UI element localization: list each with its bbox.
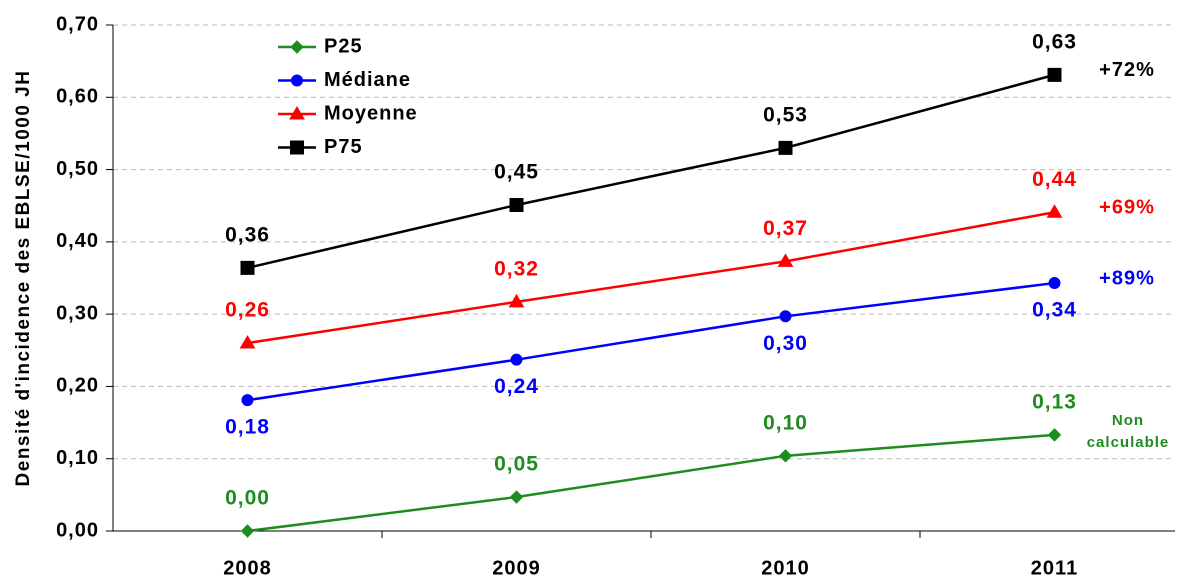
data-label: 0,44 <box>1032 168 1077 191</box>
series-line <box>247 210 1055 345</box>
data-label: 0,18 <box>225 416 270 439</box>
x-tick-label: 2011 <box>1031 557 1078 579</box>
data-label: 0,53 <box>763 103 808 126</box>
marker <box>778 449 793 463</box>
marker <box>777 253 794 267</box>
data-label: 0,45 <box>494 161 539 184</box>
marker <box>241 394 254 407</box>
y-tick-label: 0,20 <box>56 375 99 397</box>
legend-label: Médiane <box>324 69 411 91</box>
legend-label: P25 <box>324 35 363 57</box>
data-label: 0,63 <box>1032 30 1077 53</box>
annotation: calculable <box>1087 434 1170 451</box>
data-label: 0,30 <box>763 332 808 355</box>
data-label: 0,34 <box>1032 299 1077 322</box>
y-tick-label: 0,00 <box>56 519 99 541</box>
data-label: 0,00 <box>225 487 270 510</box>
annotation: +69% <box>1099 197 1155 219</box>
marker <box>291 74 303 87</box>
marker <box>778 140 793 155</box>
series-line <box>247 73 1055 270</box>
series-line <box>247 433 1055 533</box>
y-tick-label: 0,30 <box>56 302 99 324</box>
x-tick-label: 2010 <box>761 557 810 579</box>
y-tick-label: 0,50 <box>56 158 99 180</box>
marker <box>779 310 792 323</box>
y-tick-label: 0,70 <box>56 13 99 35</box>
legend-label: P75 <box>324 136 363 158</box>
annotation: +72% <box>1099 59 1155 81</box>
data-label: 0,37 <box>763 217 808 240</box>
x-tick-label: 2008 <box>223 557 272 579</box>
annotation: Non <box>1112 412 1144 429</box>
data-label: 0,24 <box>494 375 539 398</box>
marker <box>290 140 304 155</box>
marker <box>240 524 255 538</box>
data-label: 0,10 <box>763 411 808 434</box>
marker <box>508 293 525 308</box>
y-axis-label: Densité d'incidence des EBLSE/1000 JH <box>13 70 34 487</box>
data-label: 0,36 <box>225 223 270 246</box>
marker <box>1047 428 1062 442</box>
annotation: +89% <box>1099 267 1155 289</box>
marker <box>509 197 524 212</box>
data-label: 0,26 <box>225 299 270 322</box>
marker <box>1047 67 1062 82</box>
data-label: 0,05 <box>494 453 539 476</box>
marker <box>510 353 523 366</box>
marker <box>1048 277 1061 290</box>
y-tick-label: 0,60 <box>56 86 99 108</box>
marker <box>289 106 305 120</box>
marker <box>290 40 304 54</box>
legend-label: Moyenne <box>324 102 418 124</box>
data-label: 0,32 <box>494 257 539 280</box>
x-tick-label: 2009 <box>492 557 541 579</box>
y-tick-label: 0,10 <box>56 447 99 469</box>
y-tick-label: 0,40 <box>56 230 99 252</box>
marker <box>239 335 256 349</box>
marker <box>509 490 524 504</box>
series-line <box>247 281 1055 402</box>
data-label: 0,13 <box>1032 390 1077 413</box>
marker <box>1046 204 1063 218</box>
marker <box>240 260 255 275</box>
